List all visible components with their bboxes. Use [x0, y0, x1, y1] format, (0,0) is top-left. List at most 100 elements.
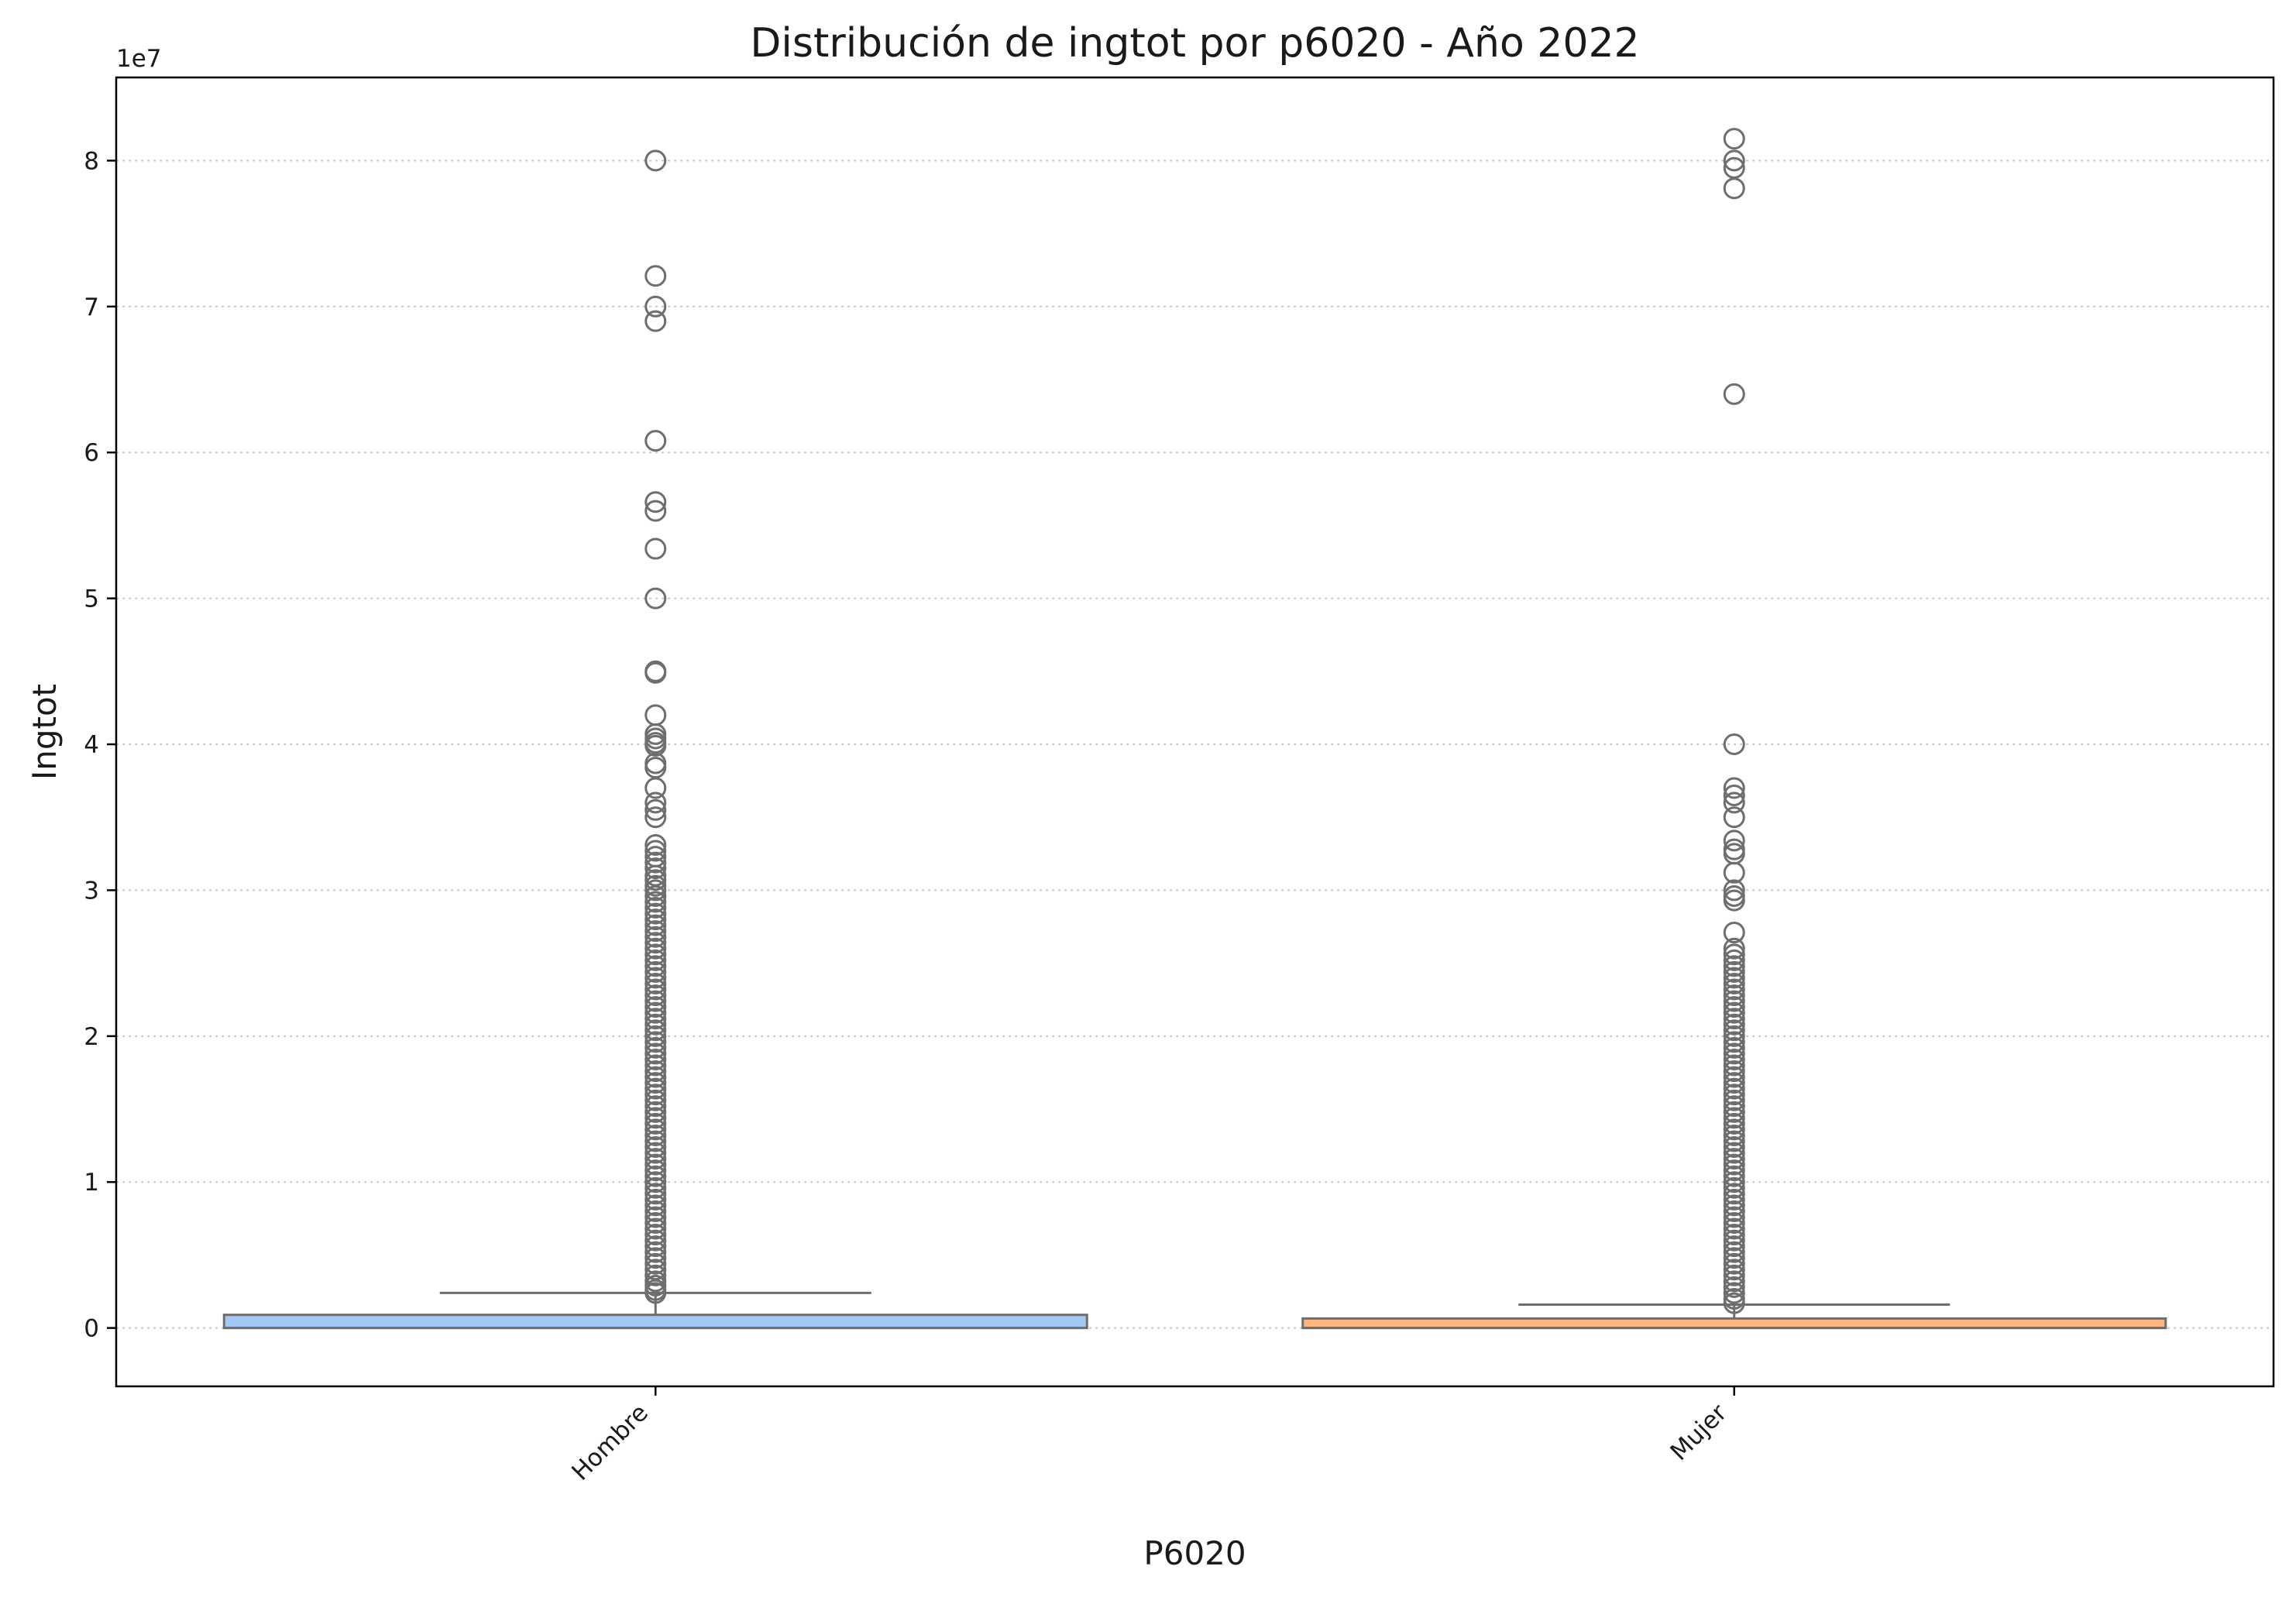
outlier-point [644, 1247, 667, 1269]
y-tick-label: 8 [84, 147, 99, 175]
outlier-point [1723, 889, 1745, 912]
outlier-point [1723, 973, 1745, 994]
outlier-point [1723, 922, 1745, 944]
outlier-point [1723, 1142, 1745, 1164]
outlier-point [644, 149, 667, 172]
outlier-point [644, 1194, 667, 1217]
outlier-point [644, 1101, 667, 1123]
x-axis-label: P6020 [1143, 1534, 1246, 1572]
outlier-point [644, 587, 667, 610]
x-tick-label: Mujer [1665, 1399, 1733, 1466]
outlier-point [1723, 784, 1745, 806]
outlier-point [1723, 1101, 1745, 1123]
x-axis-ticks: Hombre Mujer [566, 1386, 1735, 1486]
outlier-point [644, 1217, 667, 1240]
outlier-point [644, 1171, 667, 1193]
outlier-point [644, 869, 667, 891]
outlier-point [1723, 1241, 1745, 1263]
outlier-point [644, 1264, 667, 1286]
outlier-point [1723, 1252, 1745, 1275]
outlier-point [1723, 1107, 1745, 1129]
outlier-point [1723, 1124, 1745, 1146]
outlier-point [644, 295, 667, 318]
outlier-point [1723, 861, 1745, 884]
outliers [644, 128, 1745, 1314]
outlier-point [1723, 1176, 1745, 1199]
outlier-point [1723, 1153, 1745, 1176]
outlier-point [644, 265, 667, 287]
outlier-point [644, 1148, 667, 1170]
y-tick-label: 4 [84, 731, 99, 759]
outlier-point [644, 1211, 667, 1234]
outlier-point [644, 840, 667, 862]
outlier-point [644, 1089, 667, 1111]
outlier-point [644, 943, 667, 966]
outlier-point [1723, 1194, 1745, 1217]
outlier-point [644, 1176, 667, 1199]
box [222, 1314, 1088, 1330]
outlier-point [1723, 1183, 1745, 1205]
outlier-point [644, 960, 667, 983]
outlier-point [644, 1188, 667, 1211]
y-tick-label: 1 [84, 1169, 99, 1197]
outlier-point [644, 932, 667, 954]
outlier-point [1723, 383, 1745, 405]
outlier-point [1723, 1095, 1745, 1118]
y-tick-label: 7 [84, 294, 99, 321]
chart-title: Distribución de ingtot por p6020 - Año 2… [750, 20, 1639, 67]
outlier-point [1723, 1148, 1745, 1170]
outlier-point [644, 500, 667, 522]
outlier-point [1723, 128, 1745, 150]
y-tick-label: 2 [84, 1023, 99, 1051]
outlier-point [1723, 949, 1745, 971]
outlier-point [644, 884, 667, 907]
outlier-point [644, 1136, 667, 1159]
outlier-point [644, 1153, 667, 1176]
outlier-point [644, 857, 667, 880]
outlier-point [644, 1095, 667, 1118]
outlier-point [644, 1025, 667, 1047]
outlier-point [1723, 733, 1745, 756]
outlier-point [1723, 1136, 1745, 1159]
outlier-point [1723, 1013, 1745, 1035]
outlier-point [1723, 177, 1745, 200]
y-axis-label: Ingtot [26, 684, 64, 780]
outlier-point [1723, 1229, 1745, 1252]
outlier-point [1723, 149, 1745, 172]
outlier-point [1723, 1072, 1745, 1094]
outlier-point [644, 1183, 667, 1205]
outlier-point [1723, 1235, 1745, 1258]
outlier-point [644, 1001, 667, 1024]
outlier-point [1723, 879, 1745, 902]
outlier-point [644, 491, 667, 513]
outlier-point [1723, 777, 1745, 799]
outlier-point [644, 967, 667, 989]
outlier-point [644, 1229, 667, 1252]
outlier-point [644, 1124, 667, 1146]
outlier-point [1723, 1282, 1745, 1304]
outlier-point [1723, 967, 1745, 989]
outlier-point [644, 879, 667, 902]
outlier-point [644, 1066, 667, 1088]
outlier-point [644, 537, 667, 560]
outlier-point [644, 1013, 667, 1035]
outlier-point [644, 1084, 667, 1106]
outlier-point [1723, 1247, 1745, 1269]
outlier-point [644, 1072, 667, 1094]
y-tick-label: 6 [84, 439, 99, 467]
outlier-point [644, 1036, 667, 1059]
outlier-point [1723, 1066, 1745, 1088]
outlier-point [644, 734, 667, 757]
outlier-point [1723, 1112, 1745, 1135]
outlier-point [1723, 1276, 1745, 1298]
outlier-point [644, 920, 667, 943]
outlier-point [644, 949, 667, 971]
outlier-point [1723, 1259, 1745, 1281]
y-tick-label: 0 [84, 1315, 99, 1343]
outlier-point [644, 978, 667, 1001]
outlier-point [1723, 978, 1745, 1001]
outlier-point [1723, 996, 1745, 1018]
outlier-point [644, 1252, 667, 1275]
outlier-point [644, 1130, 667, 1152]
outlier-point [1723, 1001, 1745, 1024]
